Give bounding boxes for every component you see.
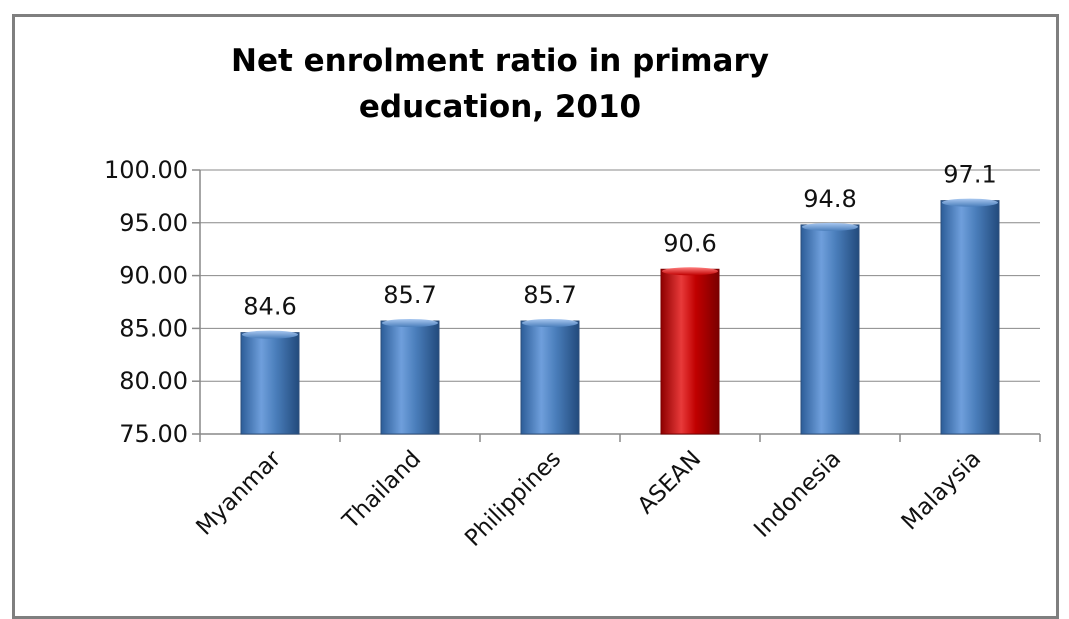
chart-frame <box>12 14 1059 619</box>
bar-cap <box>942 198 998 207</box>
bar <box>380 319 440 435</box>
bar-cap <box>522 319 578 328</box>
x-axis: Myanmar Thailand Philippines ASEAN Indonesia… <box>191 434 1041 552</box>
bar <box>940 198 1000 435</box>
x-tick-label: Malaysia <box>897 446 986 535</box>
bar-body <box>800 224 860 435</box>
data-label: 97.1 <box>943 161 996 189</box>
x-tick-label: Indonesia <box>749 446 846 543</box>
x-tick-label: Philippines <box>460 446 566 552</box>
y-tick-label: 95.00 <box>119 209 188 237</box>
y-tick-label: 85.00 <box>119 314 188 342</box>
data-labels: 84.6 85.7 85.7 90.6 94.8 97.1 <box>243 161 996 321</box>
x-tick-label: Myanmar <box>191 445 286 540</box>
bar <box>520 319 580 435</box>
bar-cap <box>802 222 858 231</box>
data-label: 85.7 <box>383 281 436 309</box>
data-label: 94.8 <box>803 185 856 213</box>
data-label: 90.6 <box>663 229 716 257</box>
y-tick-label: 80.00 <box>119 367 188 395</box>
bar-body <box>380 320 440 435</box>
x-tick-label: Thailand <box>337 446 426 535</box>
bar-body <box>940 200 1000 435</box>
bar-cap <box>662 267 718 276</box>
data-label: 84.6 <box>243 293 296 321</box>
y-tick-label: 90.00 <box>119 262 188 290</box>
x-tick-label: ASEAN <box>633 446 706 519</box>
grid-lines <box>200 169 1040 382</box>
bar-body <box>520 320 580 435</box>
chart-title-line-1: Net enrolment ratio in primary <box>231 43 769 79</box>
y-tick-label: 100.00 <box>104 156 188 184</box>
bar <box>660 267 720 435</box>
bar-cap <box>242 330 298 339</box>
bar-body <box>240 332 300 435</box>
bars <box>240 198 1000 435</box>
bar <box>240 330 300 435</box>
chart-title-line-2: education, 2010 <box>358 89 642 125</box>
chart-title: Net enrolment ratio in primary education… <box>120 38 880 130</box>
bar-highlight <box>660 268 720 435</box>
y-tick-label: 75.00 <box>119 420 188 448</box>
bar-cap <box>382 319 438 328</box>
bar <box>800 222 860 435</box>
data-label: 85.7 <box>523 281 576 309</box>
